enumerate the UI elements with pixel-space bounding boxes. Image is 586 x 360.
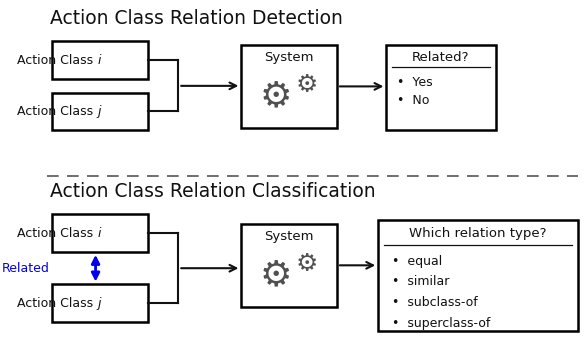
Text: i: i: [98, 226, 101, 240]
Text: Related: Related: [2, 262, 50, 275]
Text: •  similar: • similar: [392, 275, 449, 288]
Text: Action Class: Action Class: [18, 54, 98, 67]
Text: Action Class: Action Class: [18, 105, 98, 118]
Text: j: j: [98, 297, 101, 310]
FancyBboxPatch shape: [241, 45, 337, 128]
Text: i: i: [98, 54, 101, 67]
FancyBboxPatch shape: [53, 41, 148, 79]
FancyBboxPatch shape: [241, 224, 337, 307]
Text: j: j: [98, 105, 101, 118]
Text: Related?: Related?: [412, 51, 470, 64]
Text: ⚙: ⚙: [259, 79, 292, 113]
Text: •  subclass-of: • subclass-of: [392, 296, 478, 309]
FancyBboxPatch shape: [53, 284, 148, 322]
FancyBboxPatch shape: [53, 214, 148, 252]
FancyBboxPatch shape: [378, 220, 578, 331]
Text: •  equal: • equal: [392, 255, 442, 267]
Text: System: System: [264, 230, 314, 243]
Text: Which relation type?: Which relation type?: [409, 227, 547, 240]
Text: Action Class: Action Class: [18, 297, 98, 310]
Text: Action Class Relation Classification: Action Class Relation Classification: [50, 182, 376, 201]
Text: •  Yes: • Yes: [397, 76, 433, 89]
Text: System: System: [264, 51, 314, 64]
Text: ⚙: ⚙: [296, 73, 318, 97]
Text: Action Class Relation Detection: Action Class Relation Detection: [50, 9, 343, 28]
Text: Action Class: Action Class: [18, 226, 98, 240]
FancyBboxPatch shape: [53, 93, 148, 130]
FancyBboxPatch shape: [386, 45, 496, 130]
Text: ⚙: ⚙: [296, 252, 318, 276]
Text: •  superclass-of: • superclass-of: [392, 317, 490, 330]
Text: ⚙: ⚙: [259, 258, 292, 292]
Text: •  No: • No: [397, 94, 430, 107]
